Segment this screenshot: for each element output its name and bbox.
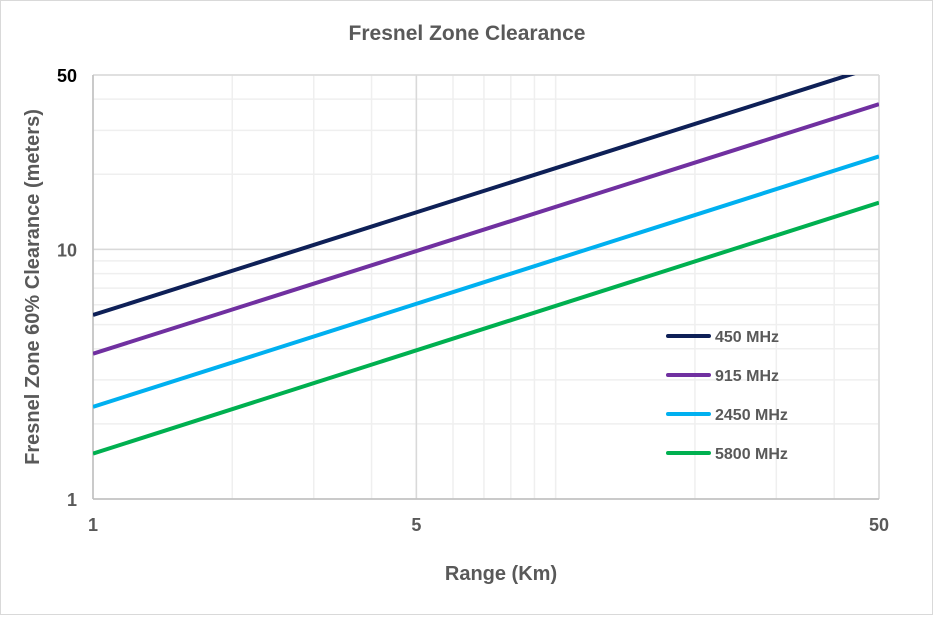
- x-tick-label: 1: [88, 515, 98, 535]
- legend: 450 MHz 915 MHz 2450 MHz 5800 MHz: [666, 329, 788, 463]
- legend-label: 5800 MHz: [715, 446, 788, 463]
- legend-label: 450 MHz: [715, 329, 779, 346]
- y-tick-label: 10: [57, 240, 77, 260]
- series-line-450-mhz: [93, 75, 856, 317]
- x-tick-label: 50: [869, 515, 889, 535]
- chart-title: Fresnel Zone Clearance: [349, 22, 586, 45]
- series-line-915-mhz: [93, 102, 879, 356]
- series-line-5800-mhz: [93, 200, 879, 456]
- axes: 1 5 50 1 10 50: [57, 66, 889, 535]
- legend-label: 915 MHz: [715, 368, 779, 385]
- y-tick-label: 1: [67, 490, 77, 510]
- x-tick-label: 5: [411, 515, 421, 535]
- grid: [92, 74, 880, 500]
- legend-label: 2450 MHz: [715, 407, 788, 424]
- series-line-2450-mhz: [93, 154, 879, 409]
- series-lines: [93, 75, 879, 456]
- x-axis-label: Range (Km): [445, 563, 557, 585]
- y-axis-label: Fresnel Zone 60% Clearance (meters): [22, 109, 44, 465]
- y-tick-label: 50: [57, 66, 77, 86]
